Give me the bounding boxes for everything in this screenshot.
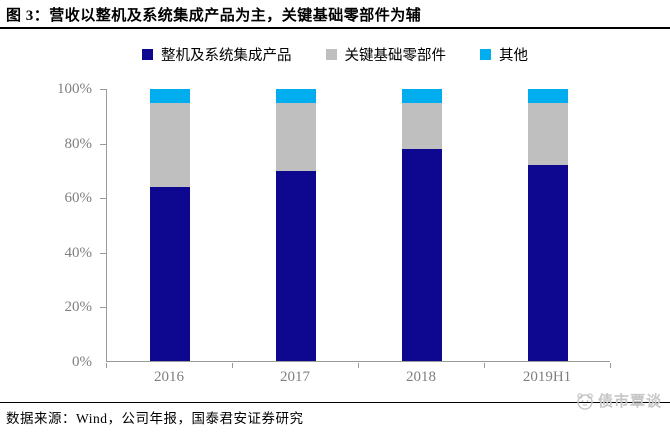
x-axis-label: 2016 [154, 369, 184, 385]
x-tick-mark [106, 363, 107, 368]
y-axis-label: 20% [64, 299, 93, 316]
watermark-logo-icon [577, 392, 593, 410]
legend-swatch-icon [325, 49, 337, 60]
bar-segment [528, 89, 568, 103]
x-axis-label: 2018 [406, 369, 436, 385]
legend-label: 其他 [499, 48, 528, 64]
y-tick-mark [100, 198, 106, 200]
watermark: 债市覃谈 [575, 390, 662, 411]
legend-item: 整机及系统集成产品 [142, 44, 292, 65]
bar-segment [402, 148, 442, 361]
legend-label: 整机及系统集成产品 [161, 48, 292, 64]
chart-legend: 整机及系统集成产品 关键基础零部件 其他 [0, 44, 670, 65]
bar-segment [276, 102, 316, 171]
y-tick-mark [100, 89, 106, 90]
stacked-bar-2018 [402, 89, 442, 361]
y-tick-mark [100, 307, 106, 309]
y-axis-label: 0% [72, 354, 92, 370]
bar-segment [276, 89, 316, 103]
stacked-bar-2019H1 [528, 89, 568, 361]
bar-segment [150, 186, 190, 361]
plot-area [106, 89, 610, 362]
legend-swatch-icon [480, 49, 491, 60]
footer-divider [0, 402, 670, 403]
y-tick-mark [100, 252, 106, 254]
y-axis-label: 40% [64, 244, 93, 261]
x-tick-mark [358, 363, 359, 368]
bar-segment [402, 89, 442, 103]
watermark-label: 债市覃谈 [597, 394, 662, 410]
legend-item: 其他 [480, 44, 528, 65]
stacked-bar-2017 [276, 89, 316, 361]
y-axis-label: 100% [57, 81, 92, 97]
y-axis-label: 80% [64, 135, 93, 152]
y-axis-label: 60% [64, 190, 93, 207]
stacked-bar-2016 [150, 89, 190, 361]
bar-segment [528, 165, 568, 361]
bar-segment [402, 102, 442, 149]
legend-swatch-icon [142, 49, 153, 60]
bar-segment [150, 89, 190, 103]
bar-segment [150, 102, 190, 187]
x-tick-mark [232, 363, 233, 368]
title-divider [0, 27, 670, 29]
legend-item: 关键基础零部件 [325, 44, 447, 65]
x-tick-mark [484, 363, 485, 368]
legend-label: 关键基础零部件 [344, 48, 447, 64]
figure-title: 图 3：营收以整机及系统集成产品为主，关键基础零部件为辅 [6, 8, 422, 24]
x-axis-label: 2017 [280, 369, 310, 385]
bar-segment [276, 170, 316, 361]
y-tick-mark [100, 143, 106, 145]
bar-segment [528, 102, 568, 166]
x-axis-label: 2019H1 [522, 369, 572, 385]
x-tick-mark [610, 363, 611, 368]
data-source-note: 数据来源：Wind，公司年报，国泰君安证券研究 [6, 411, 304, 426]
